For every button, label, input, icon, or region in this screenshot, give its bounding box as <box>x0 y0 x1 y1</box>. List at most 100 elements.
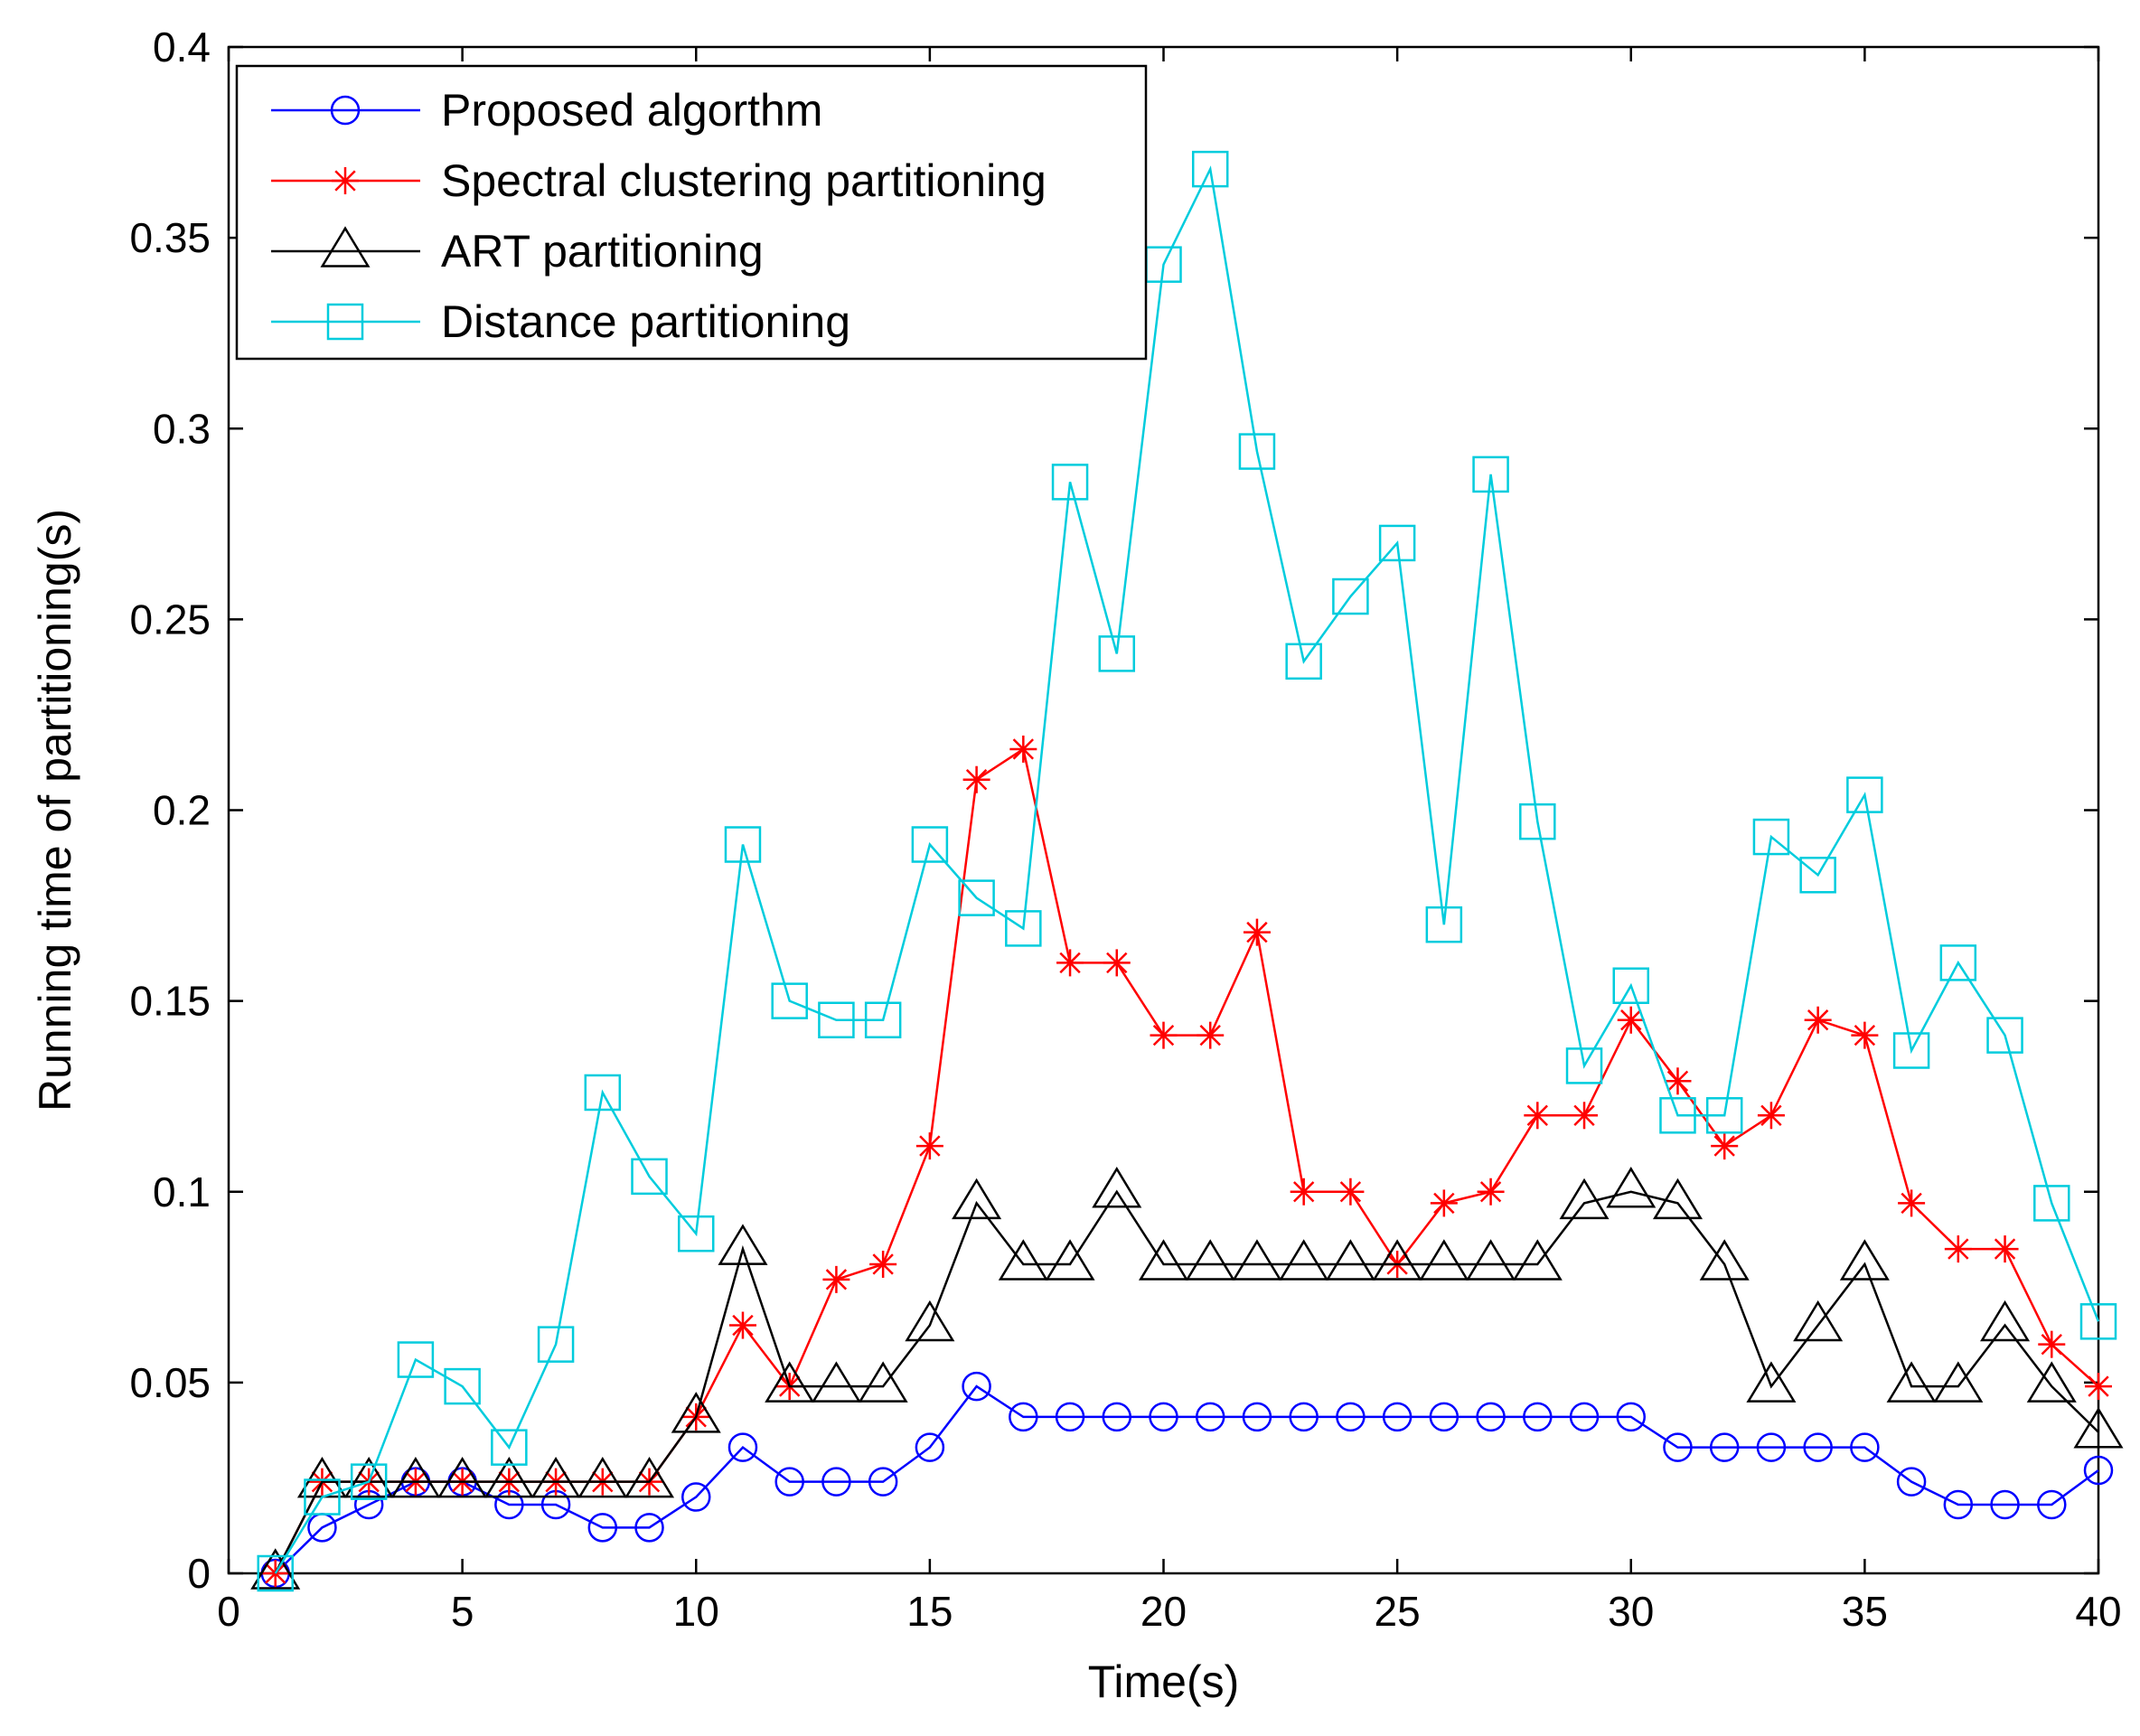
triangle-data-point <box>1933 1361 1984 1403</box>
triangle-data-point <box>1606 1167 1657 1208</box>
circle-data-point <box>1523 1402 1553 1432</box>
circle-data-point <box>868 1467 898 1497</box>
square-data-point <box>1986 1017 2023 1054</box>
square-data-point <box>1378 524 1416 562</box>
star-data-point <box>1617 1006 1645 1034</box>
legend-label: ART partitioning <box>441 226 764 277</box>
square-data-point <box>724 826 762 863</box>
legend-label: Proposed algorthm <box>441 85 822 136</box>
x-tick-label: 20 <box>1140 1588 1187 1635</box>
legend-label: Distance partitioning <box>441 296 850 347</box>
star-data-point <box>1898 1189 1926 1217</box>
circle-data-point <box>2083 1455 2114 1486</box>
triangle-data-point <box>1746 1361 1797 1403</box>
triangle-data-point <box>1466 1239 1516 1281</box>
square-data-point <box>1238 433 1276 470</box>
square-data-point <box>911 826 949 863</box>
star-data-point <box>2038 1330 2066 1358</box>
y-tick-label: 0 <box>187 1550 211 1597</box>
triangle-data-point <box>2073 1407 2124 1449</box>
star-data-point <box>822 1265 850 1293</box>
legend-circle-marker <box>330 95 361 126</box>
circle-data-point <box>1569 1402 1600 1432</box>
triangle-data-point <box>1980 1300 2031 1342</box>
legend-item: Spectral clustering partitioning <box>271 155 1047 206</box>
square-data-point <box>1051 464 1089 501</box>
square-data-point <box>678 1215 715 1253</box>
circle-data-point <box>1990 1489 2020 1520</box>
circle-data-point <box>1009 1402 1038 1432</box>
square-data-point <box>1939 944 1977 981</box>
square-data-point <box>1472 455 1509 493</box>
x-tick-label: 40 <box>2075 1588 2121 1635</box>
triangle-data-point <box>1372 1239 1422 1281</box>
triangle-data-point <box>1699 1239 1750 1281</box>
star-data-point <box>1804 1006 1832 1034</box>
triangle-data-point <box>2026 1361 2077 1403</box>
square-data-point <box>771 982 808 1019</box>
circle-data-point <box>1943 1489 1974 1520</box>
triangle-data-point <box>1279 1239 1329 1281</box>
square-data-point <box>1191 150 1229 188</box>
circle-data-point <box>1803 1432 1833 1462</box>
circle-data-point <box>1709 1432 1740 1462</box>
circle-data-point <box>1756 1432 1787 1462</box>
y-tick-label: 0.4 <box>153 23 211 70</box>
star-data-point <box>1103 949 1131 977</box>
square-data-point <box>257 1554 294 1592</box>
star-data-point <box>1664 1067 1692 1095</box>
circle-data-point <box>587 1513 618 1543</box>
legend-label: Spectral clustering partitioning <box>441 155 1047 206</box>
circle-data-point <box>1663 1432 1693 1462</box>
y-tick-label: 0.05 <box>129 1359 211 1406</box>
star-data-point <box>1430 1189 1458 1217</box>
square-data-point <box>958 879 995 916</box>
star-data-point <box>915 1132 943 1160</box>
legend: Proposed algorthm Spectral clustering par… <box>235 64 1148 361</box>
star-data-point <box>1150 1021 1178 1049</box>
circle-data-point <box>634 1513 664 1543</box>
square-data-point <box>2033 1185 2070 1222</box>
triangle-data-point <box>1232 1239 1282 1281</box>
series-line <box>274 165 2100 1574</box>
circle-data-point <box>1429 1402 1460 1432</box>
star-data-point <box>1337 1178 1365 1206</box>
y-tick-label: 0.25 <box>129 596 211 643</box>
triangle-data-point <box>905 1300 955 1342</box>
triangle-data-point <box>1652 1178 1703 1220</box>
y-tick-label: 0.35 <box>129 214 211 261</box>
circle-data-point <box>821 1467 851 1497</box>
square-data-point <box>1659 1097 1696 1134</box>
star-data-point <box>2085 1373 2112 1401</box>
triangle-data-point <box>1559 1178 1610 1220</box>
triangle-data-point <box>1839 1239 1890 1281</box>
star-data-point <box>962 765 990 793</box>
square-data-point <box>1846 776 1883 813</box>
star-data-point <box>1290 1178 1318 1206</box>
star-data-point <box>1571 1102 1599 1130</box>
triangle-data-point <box>437 1456 488 1498</box>
square-data-point <box>2079 1303 2117 1340</box>
circle-data-point <box>681 1482 711 1512</box>
series-square <box>257 150 2117 1592</box>
square-data-point <box>350 1463 388 1500</box>
star-data-point <box>1197 1021 1225 1049</box>
circle-data-point <box>774 1467 804 1497</box>
star-data-point <box>1711 1132 1739 1160</box>
triangle-data-point <box>998 1239 1048 1281</box>
triangle-data-point <box>1138 1239 1189 1281</box>
triangle-data-point <box>858 1361 908 1403</box>
x-tick-label: 25 <box>1375 1588 1421 1635</box>
star-data-point <box>1991 1235 2019 1263</box>
triangle-data-point <box>952 1178 1002 1220</box>
square-data-point <box>1799 857 1836 894</box>
x-tick-label: 35 <box>1842 1588 1888 1635</box>
circle-data-point <box>1289 1402 1319 1432</box>
circle-data-point <box>1382 1402 1413 1432</box>
x-tick-label: 30 <box>1608 1588 1654 1635</box>
circle-data-point <box>1055 1402 1085 1432</box>
circle-data-point <box>1195 1402 1225 1432</box>
circle-data-point <box>1476 1402 1506 1432</box>
square-data-point <box>444 1367 481 1405</box>
square-data-point <box>1612 967 1649 1004</box>
